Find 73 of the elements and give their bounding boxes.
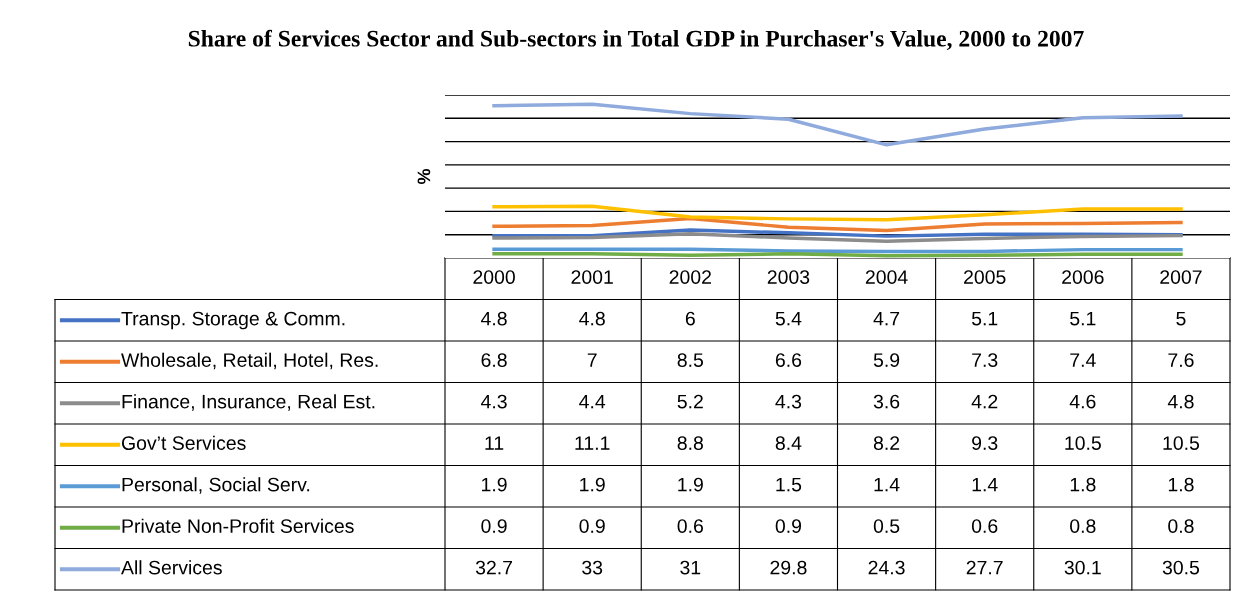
data-label: 24.3 [868,560,905,575]
data-label: 31 [680,560,701,575]
data-label: 33 [582,560,603,575]
data-label: 9.3 [972,436,998,450]
data-label: 4.6 [1069,394,1096,409]
data-label: 4.8 [579,311,605,326]
data-label: 11 [485,436,504,450]
data-label: 7.6 [1168,353,1194,367]
data-label: 5.2 [677,394,703,409]
data-label: 0.6 [971,519,998,533]
data-label: 8.8 [677,436,703,450]
legend-label: Transp. Storage & Comm. [121,311,345,330]
data-label: 7 [587,353,597,367]
data-label: 8.4 [775,436,802,450]
legend-label: All Services [121,560,222,575]
legend-label: Private Non-Profit Services [122,518,354,533]
data-label: 3.6 [873,394,900,409]
x-tick-label: 2002 [669,270,711,284]
x-tick-label: 2000 [473,270,515,284]
legend-label: Wholesale, Retail, Hotel, Res. [121,352,378,370]
x-tick-label: 2001 [571,270,613,284]
legend-label: Personal, Social Serv. [122,477,310,494]
data-label: 8.5 [677,353,704,367]
data-label: 0.8 [1168,519,1194,533]
data-label: 4.7 [873,311,900,326]
data-label: 4.4 [579,394,606,409]
data-label: 0.9 [579,519,605,533]
data-label: 1.9 [482,477,507,492]
data-label: 5.4 [775,311,802,326]
data-label: 0.5 [873,519,900,533]
data-label: 4.3 [775,394,802,409]
data-label: 6.6 [775,353,802,367]
data-label: 30.5 [1162,560,1200,575]
data-label: 1.9 [678,477,703,492]
x-tick-label: 2004 [865,270,908,284]
data-label: 27.7 [966,560,1003,575]
data-label: 0.8 [1070,519,1096,533]
data-label: 1.8 [1168,477,1194,492]
data-label: 8.2 [873,436,900,450]
data-label: 0.9 [775,519,802,533]
data-label: 1.4 [874,477,900,492]
x-tick-label: 2006 [1062,270,1104,284]
data-label: 10.5 [1163,436,1200,450]
chart-title: Share of Services Sector and Sub-sectors in Total GDP in Purchaser's Value, 2000 to 2007 [188,29,1084,51]
data-label: 5.1 [1070,311,1096,326]
data-label: 29.8 [770,560,807,575]
data-label: 6 [685,311,695,326]
data-label: 0.6 [677,519,703,533]
x-tick-label: 2007 [1160,270,1202,284]
legend-label: Gov’t Services [121,435,246,450]
data-label: 1.5 [776,477,802,492]
data-label: 6.8 [481,353,507,367]
data-label: 10.5 [1065,436,1101,450]
data-label: 5.9 [873,353,900,367]
x-tick-label: 2003 [767,270,810,284]
data-label: 0.9 [481,519,507,533]
data-label: 1.4 [972,477,998,492]
x-tick-label: 2005 [964,270,1006,284]
data-label: 5.1 [971,311,998,326]
data-label: 4.8 [1167,394,1194,409]
data-label: 11.1 [575,436,610,450]
data-label: 7.4 [1070,353,1096,367]
y-axis-title: % [417,168,431,185]
data-label: 4.2 [971,394,998,409]
data-label: 32.7 [475,560,513,575]
data-label: 30.1 [1064,560,1101,575]
data-label: 4.3 [481,394,507,409]
data-label: 1.9 [580,477,605,492]
data-label: 5 [1176,311,1186,326]
legend-label: Finance, Insurance, Real Est. [122,394,375,411]
data-label: 7.3 [972,353,998,367]
data-label: 4.8 [481,311,507,326]
data-label: 1.8 [1070,477,1096,492]
